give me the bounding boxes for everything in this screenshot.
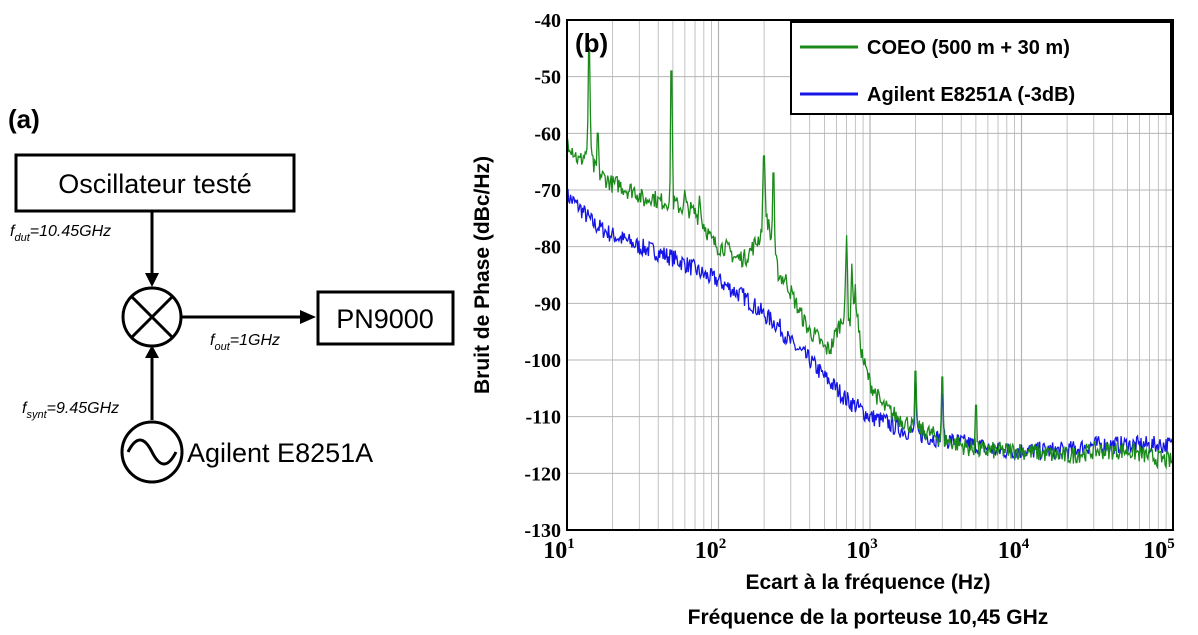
y-tick-label: -90	[534, 293, 561, 315]
y-axis-title: Bruit de Phase (dBc/Hz)	[471, 156, 494, 394]
arrow-mixer-to-analyzer	[181, 310, 316, 324]
x-tick-label: 103	[846, 536, 878, 564]
source-label: Agilent E8251A	[187, 438, 373, 468]
plot-frame	[566, 19, 1174, 531]
arrow-dut-to-mixer	[145, 211, 159, 287]
legend-label-coeo: COEO (500 m + 30 m)	[867, 37, 1070, 59]
x-axis-title: Ecart à la fréquence (Hz)	[745, 571, 990, 594]
legend-label-agilent: Agilent E8251A (-3dB)	[867, 84, 1075, 106]
y-tick-label: -50	[534, 67, 561, 89]
x-tick-label: 104	[998, 536, 1030, 564]
y-tick-label: -120	[524, 463, 561, 485]
x-tick-label: 105	[1143, 536, 1175, 564]
legend: COEO (500 m + 30 m) Agilent E8251A (-3dB…	[790, 21, 1172, 115]
series-line-coeo	[566, 47, 1174, 470]
analyzer-box-label: PN9000	[336, 304, 434, 334]
chart-subtitle: Fréquence de la porteuse 10,45 GHz	[688, 606, 1049, 629]
y-tick-label: -100	[524, 350, 561, 372]
x-tick-label: 102	[695, 536, 727, 564]
y-tick-label: -130	[524, 520, 561, 542]
panel-label-b: (b)	[575, 28, 608, 58]
y-tick-label: -40	[534, 10, 561, 32]
f-synt-label: fsynt=9.45GHz	[22, 400, 119, 421]
y-tick-label: -80	[534, 237, 561, 259]
panel-label-a: (a)	[8, 104, 40, 134]
y-ticks: -40 -50 -60 -70 -80 -90 -100 -110 -120 -130	[524, 10, 561, 542]
f-dut-label: fdut=10.45GHz	[10, 223, 111, 244]
dut-box: Oscillateur testé	[14, 153, 296, 213]
f-out-label: fout=1GHz	[210, 332, 280, 353]
y-tick-label: -110	[525, 407, 561, 429]
analyzer-box: PN9000	[316, 290, 455, 346]
y-tick-label: -60	[534, 123, 561, 145]
measurement-setup-diagram: (a) Oscillateur testé fdut=10.45GHz fout…	[8, 104, 455, 484]
dut-box-label: Oscillateur testé	[58, 169, 252, 199]
x-ticks: 101 102 103 104 105	[543, 536, 1175, 564]
sine-source-icon	[120, 420, 184, 484]
y-tick-label: -70	[534, 180, 561, 202]
arrow-source-to-mixer	[145, 345, 159, 420]
series-layer	[566, 47, 1174, 470]
x-tick-label: 101	[543, 536, 575, 564]
legend-box	[790, 21, 1172, 115]
